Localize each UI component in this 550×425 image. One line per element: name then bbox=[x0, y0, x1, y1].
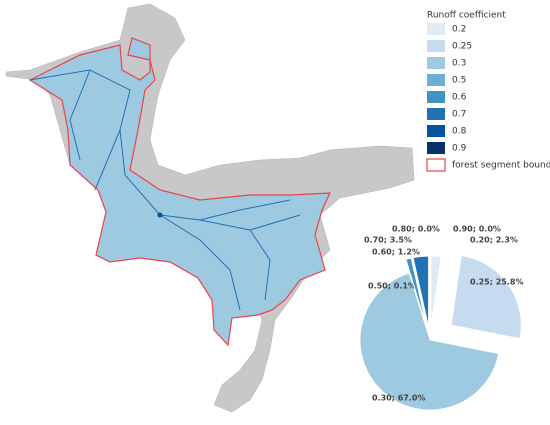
legend-label: 0.5 bbox=[452, 76, 466, 86]
pie-label: 0.60; 1.2% bbox=[372, 248, 420, 257]
legend-label: 0.7 bbox=[452, 110, 466, 120]
pie-label: 0.80; 0.0% bbox=[392, 225, 440, 234]
pie-slice bbox=[450, 255, 522, 340]
pie-slice bbox=[405, 257, 427, 327]
pie-slice bbox=[359, 272, 500, 411]
legend-swatch bbox=[426, 158, 446, 172]
legend-swatch bbox=[427, 23, 445, 35]
legend-label: forest segment boundary bbox=[452, 161, 550, 171]
terrain bbox=[5, 3, 415, 413]
pie-label: 0.20; 2.3% bbox=[470, 236, 518, 245]
legend-label: 0.9 bbox=[452, 144, 467, 154]
legend-label: 0.8 bbox=[452, 127, 467, 137]
legend-label: 0.2 bbox=[452, 25, 466, 35]
pie-slice bbox=[404, 259, 427, 327]
legend-label: 0.3 bbox=[452, 59, 466, 69]
legend-swatch bbox=[427, 91, 445, 103]
legend-label: 0.25 bbox=[452, 42, 472, 52]
legend-swatch bbox=[427, 40, 445, 52]
forest-segment bbox=[28, 37, 331, 347]
outlet-point bbox=[157, 212, 163, 218]
pie-slice bbox=[430, 255, 442, 327]
pie-label: 0.70; 3.5% bbox=[364, 236, 412, 245]
legend-swatch bbox=[427, 142, 445, 154]
legend-swatch bbox=[427, 74, 445, 86]
legend-label: 0.6 bbox=[452, 93, 467, 103]
legend-swatch bbox=[427, 57, 445, 69]
stream-network bbox=[29, 69, 301, 311]
pie-chart: 0.20; 2.3% 0.25; 25.8% 0.30; 67.0% 0.50; 0.… bbox=[359, 225, 523, 411]
pie-label: 0.30; 67.0% bbox=[372, 394, 425, 403]
pie-label: 0.90; 0.0% bbox=[453, 225, 501, 234]
legend-swatch bbox=[427, 108, 445, 120]
legend-swatch bbox=[427, 125, 445, 137]
pie-slice bbox=[412, 255, 429, 327]
pie-label: 0.50; 0.1% bbox=[368, 282, 416, 291]
legend-title: Runoff coefficient bbox=[427, 11, 506, 21]
legend: Runoff coefficient 0.2 0.25 0.3 0.5 0.6 0.7 0.… bbox=[426, 11, 550, 172]
pie-label: 0.25; 25.8% bbox=[470, 278, 523, 287]
